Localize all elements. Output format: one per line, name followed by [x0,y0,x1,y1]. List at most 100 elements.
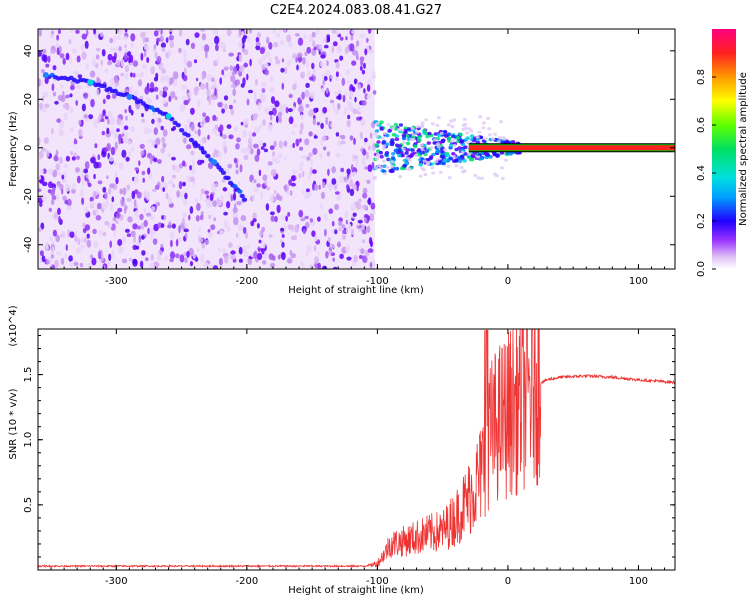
heatmap-noise-cell [84,237,87,243]
heatmap-noise-cell [116,117,122,126]
heatmap-noise-cell [50,198,55,206]
heatmap-noise-cell [270,96,276,104]
heatmap-noise-cell [212,200,217,208]
heatmap-noise-cell [359,131,363,140]
heatmap-noise-cell [319,45,323,50]
heatmap-convergence-cell [455,136,461,140]
heatmap-trace-cell [179,128,185,133]
heatmap-noise-cell [299,138,302,143]
heatmap-noise-cell [91,257,97,266]
heatmap-noise-cell [221,69,225,76]
top-x-tick-label: -100 [366,276,389,287]
heatmap-noise-cell [52,91,57,97]
heatmap-noise-cell [88,114,94,120]
heatmap-noise-cell [200,188,205,195]
heatmap-convergence-halo [449,119,454,123]
heatmap-noise-cell [239,65,245,73]
heatmap-noise-cell [49,235,54,242]
heatmap-noise-cell [322,106,328,114]
heatmap-noise-cell [300,113,304,121]
heatmap-convergence-cell [390,156,396,160]
heatmap-noise-cell [168,29,173,32]
heatmap-convergence-halo [418,174,423,178]
heatmap-noise-cell [85,173,89,179]
heatmap-noise-cell [259,124,263,129]
heatmap-noise-cell [70,29,74,34]
heatmap-noise-cell [214,88,217,96]
heatmap-noise-cell [165,192,169,199]
heatmap-noise-cell [305,82,310,88]
heatmap-noise-cell [169,258,174,263]
colorbar [712,29,736,269]
heatmap-noise-cell [56,47,60,55]
heatmap-noise-cell [124,29,128,33]
heatmap-trace-cell [225,175,231,181]
heatmap-convergence-halo [465,131,470,135]
heatmap-noise-cell [130,72,133,78]
heatmap-noise-cell [161,47,166,53]
colorbar-tick-label: 0.2 [696,213,707,229]
heatmap-noise-cell [125,115,128,121]
heatmap-noise-cell [171,223,176,229]
heatmap-noise-cell [202,112,207,117]
heatmap-noise-cell [178,163,184,169]
bottom-y-tick-label: 0.5 [23,497,34,513]
heatmap-noise-cell [275,115,279,123]
heatmap-noise-cell [296,64,299,71]
heatmap-noise-cell [130,109,134,116]
heatmap-noise-cell [41,147,47,152]
heatmap-noise-cell [312,147,318,155]
heatmap-noise-cell [257,58,263,65]
heatmap-noise-cell [119,188,123,194]
heatmap-noise-cell [232,88,236,97]
heatmap-noise-cell [190,107,195,115]
heatmap-noise-cell [91,58,96,67]
heatmap-convergence-cell [387,128,393,133]
heatmap-convergence-halo [436,116,441,120]
heatmap-noise-cell [311,31,316,38]
colorbar-tick-label: 0.6 [696,117,707,133]
heatmap-convergence-halo [478,115,483,119]
heatmap-noise-cell [339,135,345,139]
heatmap-noise-cell [178,225,181,234]
heatmap-noise-cell [155,201,161,207]
heatmap-convergence-halo [429,146,434,150]
heatmap-noise-cell [79,237,85,243]
heatmap-noise-cell [358,228,362,233]
heatmap-noise-cell [344,46,349,55]
heatmap-noise-cell [281,241,285,248]
heatmap-convergence-halo [389,164,394,168]
heatmap-noise-cell [337,241,341,248]
heatmap-noise-cell [135,72,139,78]
heatmap-convergence-halo [481,126,486,130]
heatmap-noise-cell [332,102,335,111]
heatmap-noise-cell [349,43,355,52]
heatmap-noise-cell [199,193,203,201]
heatmap-noise-cell [200,122,205,128]
heatmap-noise-cell [309,218,313,223]
heatmap-noise-cell [47,55,51,63]
heatmap-noise-cell [315,107,319,113]
heatmap-noise-cell [325,251,329,259]
heatmap-convergence-cell [448,143,454,148]
heatmap-noise-cell [320,203,324,210]
heatmap-noise-cell [274,56,279,60]
heatmap-convergence-halo [422,159,427,163]
heatmap-convergence-halo [496,139,501,143]
heatmap-noise-cell [186,60,193,68]
heatmap-noise-cell [281,252,286,261]
heatmap-noise-cell [253,179,257,184]
heatmap-noise-cell [308,172,311,181]
heatmap-noise-cell [226,124,232,129]
heatmap-noise-cell [124,52,128,60]
heatmap-convergence-halo [450,125,455,129]
heatmap-trace-cell [220,170,227,175]
heatmap-noise-cell [144,44,150,51]
heatmap-noise-cell [309,91,315,99]
heatmap-noise-cell [277,254,281,260]
heatmap-noise-cell [141,113,144,118]
heatmap-noise-cell [335,29,340,36]
heatmap-noise-cell [308,263,315,269]
heatmap-convergence-cell [391,152,396,156]
heatmap-noise-cell [200,137,204,146]
